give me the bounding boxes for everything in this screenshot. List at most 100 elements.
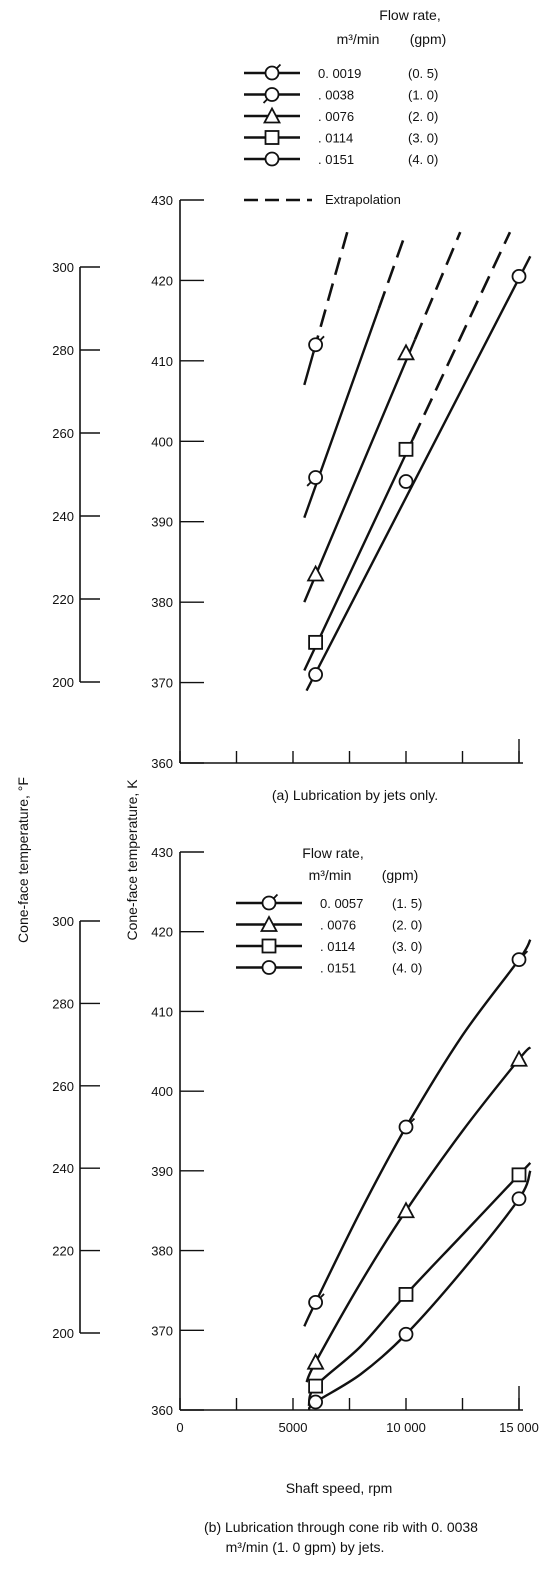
series-a-line-3 (303, 438, 414, 672)
data-point-b-0-2 (511, 950, 529, 968)
fahrenheit-tick-label: 220 (52, 592, 74, 607)
triangle-icon (262, 106, 282, 124)
panel-a-series (303, 231, 532, 692)
series-b-curve-2 (307, 1162, 532, 1407)
panel-a-caption: (a) Lubrication by jets only. (272, 787, 438, 803)
panel-a-legend-flow-us: (1. 0) (408, 88, 438, 103)
circle-icon (261, 960, 277, 975)
data-point-a-3-1 (398, 441, 414, 457)
data-point-b-3-2 (511, 1191, 527, 1207)
panel-b-legend-row: . 0076 (2. 0) (236, 915, 422, 933)
fahrenheit-tick-label: 280 (52, 996, 74, 1011)
data-point-a-2-0 (306, 564, 325, 582)
triangle-icon (259, 915, 279, 932)
kelvin-tick-label: 410 (151, 354, 173, 369)
fahrenheit-tick-label: 300 (52, 914, 74, 929)
panel-a-legend-flow-us: (0. 5) (408, 66, 438, 81)
panel-b-series (303, 939, 532, 1411)
fahrenheit-tick-label: 220 (52, 1244, 74, 1259)
data-point-b-2-1 (398, 1287, 414, 1302)
kelvin-tick-label: 420 (151, 925, 173, 940)
fahrenheit-tick-label: 200 (52, 1326, 74, 1341)
series-a-extrapolation-1 (377, 231, 408, 309)
panel-b-legend: Flow rate, m³/min (gpm) 0. 0057 (1. 5) . 0… (236, 845, 422, 976)
x-tick-label: 10 000 (386, 1420, 426, 1435)
kelvin-tick-label: 390 (151, 515, 173, 530)
panel-b-axes: 360 370 380 390 400 410 420 430 200 220 240 260 280 3… (52, 845, 539, 1435)
circle-flag-icon (261, 893, 279, 911)
panel-a-legend-flow-us: (4. 0) (408, 152, 438, 167)
fahrenheit-tick-label: 260 (52, 1079, 74, 1094)
series-a-extrapolation-0 (312, 231, 349, 354)
kelvin-tick-label: 370 (151, 1323, 173, 1338)
data-point-b-1-0 (306, 1352, 325, 1370)
panel-a-legend-row: . 0114 (3. 0) (244, 130, 438, 146)
legend-a-unit-us: (gpm) (410, 31, 447, 47)
data-point-a-4-0 (308, 667, 324, 682)
legend-a-unit-si: m³/min (337, 31, 380, 47)
data-point-b-3-0 (308, 1394, 324, 1410)
panel-b-caption-line1: (b) Lubrication through cone rib with 0.… (204, 1519, 478, 1535)
panel-b-legend-row: . 0114 (3. 0) (236, 938, 422, 954)
kelvin-tick-label: 380 (151, 595, 173, 610)
panel-a-axes: 360 370 380 390 400 410 420 430 200 220 240 260 280 3… (52, 193, 523, 771)
panel-a-legend-row: . 0151 (4. 0) (244, 151, 438, 167)
legend-a-title: Flow rate, (379, 7, 440, 23)
x-tick-label: 5000 (279, 1420, 308, 1435)
kelvin-tick-label: 390 (151, 1164, 173, 1179)
square-icon (264, 130, 280, 145)
data-point-b-1-1 (396, 1201, 416, 1219)
legend-b-rows: 0. 0057 (1. 5). 0076 (2. 0). 0114 (3. 0). 0… (236, 893, 422, 976)
panel-a-legend-flow-si: . 0076 (318, 109, 354, 124)
circle-flag-icon (264, 63, 282, 81)
data-point-a-4-2 (511, 269, 527, 284)
x-tick-label: 15 000 (499, 1420, 539, 1435)
data-point-b-1-2 (509, 1049, 529, 1067)
kelvin-tick-label: 380 (151, 1244, 173, 1259)
fahrenheit-tick-label: 240 (52, 1161, 74, 1176)
legend-b-unit-us: (gpm) (382, 867, 419, 883)
kelvin-tick-label: 410 (151, 1004, 173, 1019)
square-icon (261, 938, 277, 954)
panel-b-legend-flow-us: (4. 0) (392, 961, 422, 976)
series-b-curve-3 (307, 1170, 532, 1411)
fahrenheit-tick-label: 260 (52, 426, 74, 441)
data-point-a-3-0 (308, 634, 324, 650)
circle-flag-down-icon (262, 87, 280, 104)
series-a-line-2 (303, 338, 417, 603)
panel-b-legend-flow-si: . 0076 (320, 918, 356, 933)
panel-a-legend-flow-us: (2. 0) (408, 109, 438, 124)
data-point-b-2-0 (308, 1378, 324, 1394)
kelvin-tick-label: 420 (151, 273, 173, 288)
legend-a-rows: 0. 0019 (0. 5). 0038 (1. 0). 0076 (2. 0). 0… (244, 63, 438, 167)
panel-a-legend-row: 0. 0019 (0. 5) (244, 63, 438, 81)
panel-b-legend-flow-si: . 0114 (320, 939, 355, 954)
fahrenheit-tick-label: 300 (52, 260, 74, 275)
fahrenheit-axis-title: Cone-face temperature, °F (15, 777, 31, 943)
panel-a-legend-flow-si: . 0038 (318, 88, 354, 103)
legend-b-unit-si: m³/min (309, 867, 352, 883)
kelvin-tick-label: 430 (151, 845, 173, 860)
kelvin-tick-label: 400 (151, 434, 173, 449)
panel-a-legend-row: . 0076 (2. 0) (244, 106, 438, 124)
panel-a-chart: 360 370 380 390 400 410 420 430 200 220 240 260 280 3… (52, 7, 532, 803)
kelvin-tick-label: 360 (151, 1403, 173, 1418)
panel-b-legend-flow-us: (3. 0) (392, 939, 422, 954)
data-point-b-0-0 (308, 1293, 325, 1310)
data-point-a-4-1 (398, 474, 414, 489)
x-tick-label: 0 (176, 1420, 183, 1435)
panel-b-legend-row: . 0151 (4. 0) (236, 960, 422, 976)
panel-b-legend-flow-si: 0. 0057 (320, 896, 363, 911)
series-a-line-4 (305, 255, 532, 692)
data-point-a-2-1 (396, 343, 416, 361)
kelvin-tick-label: 360 (151, 756, 173, 771)
kelvin-axis-title: Cone-face temperature, K (124, 779, 140, 941)
series-a-line-0 (303, 352, 315, 386)
fahrenheit-tick-label: 280 (52, 343, 74, 358)
data-point-a-0-0 (308, 335, 325, 353)
panel-b-chart: 360 370 380 390 400 410 420 430 200 220 240 260 280 3… (52, 845, 539, 1555)
x-axis-title: Shaft speed, rpm (286, 1480, 393, 1496)
data-point-a-1-0 (306, 470, 324, 487)
series-a-extrapolation-3 (411, 231, 512, 440)
